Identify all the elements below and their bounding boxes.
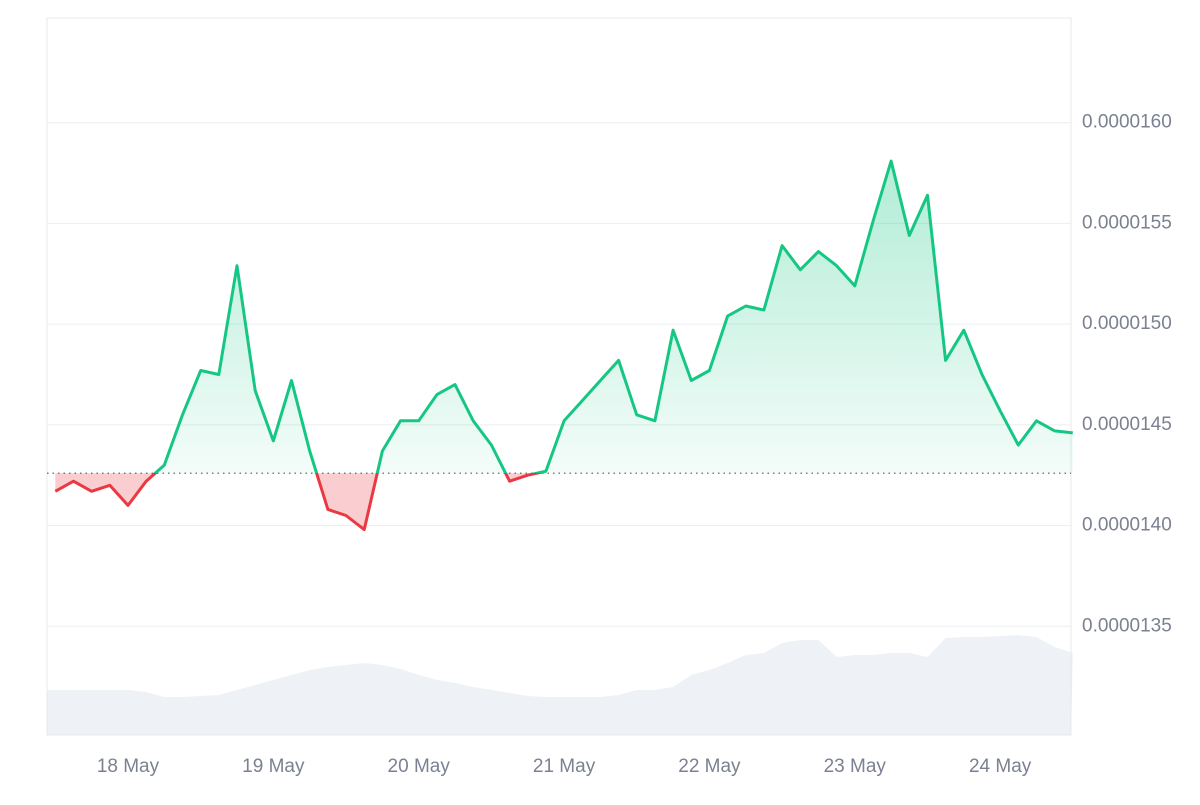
price-line bbox=[54, 159, 1073, 532]
y-tick-label: 0.0000135 bbox=[1082, 615, 1172, 636]
price-area bbox=[55, 161, 1073, 530]
y-tick-label: 0.0000140 bbox=[1082, 515, 1172, 536]
y-tick-label: 0.0000145 bbox=[1082, 414, 1172, 435]
y-tick-label: 0.0000155 bbox=[1082, 212, 1172, 233]
volume-area bbox=[47, 635, 1073, 735]
x-tick-label: 20 May bbox=[388, 756, 451, 777]
x-tick-label: 19 May bbox=[242, 756, 305, 777]
x-tick-label: 21 May bbox=[533, 756, 596, 777]
y-tick-label: 0.0000160 bbox=[1082, 112, 1172, 133]
x-tick-label: 24 May bbox=[969, 756, 1032, 777]
x-tick-label: 23 May bbox=[824, 756, 887, 777]
x-tick-label: 18 May bbox=[97, 756, 160, 777]
y-tick-label: 0.0000150 bbox=[1082, 313, 1172, 334]
x-tick-label: 22 May bbox=[678, 756, 741, 777]
plot-frame bbox=[46, 17, 1072, 736]
